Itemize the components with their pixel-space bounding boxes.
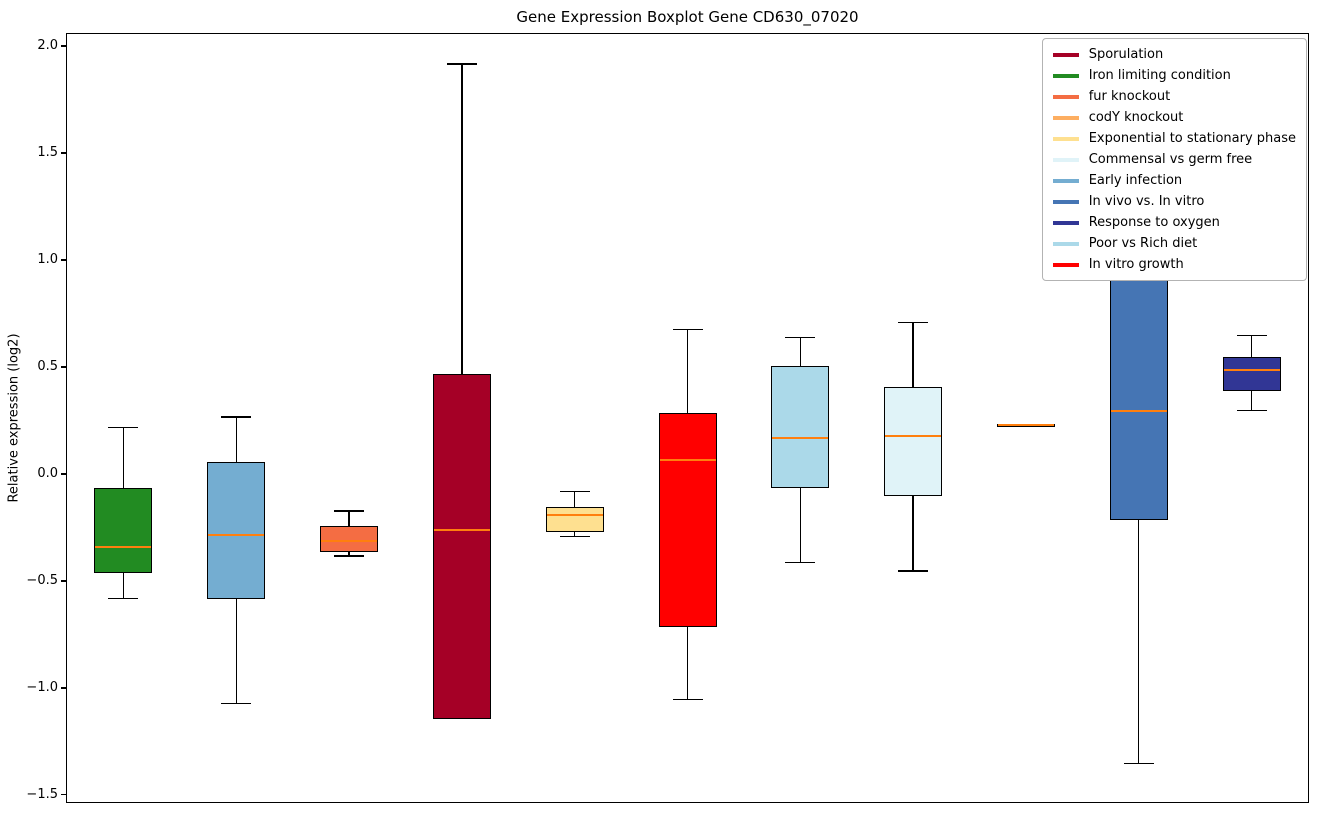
- legend-label: Early infection: [1088, 173, 1183, 188]
- whisker-cap: [672, 698, 703, 700]
- legend-swatch: [1052, 73, 1079, 78]
- box: [207, 461, 266, 599]
- y-tick-mark: [61, 794, 66, 796]
- y-tick-mark: [61, 473, 66, 475]
- box: [771, 365, 830, 488]
- whisker-cap: [221, 702, 252, 705]
- legend-item: fur knockout: [1052, 88, 1296, 105]
- y-tick-label: 0.5: [37, 358, 58, 374]
- whisker-cap: [1236, 334, 1267, 337]
- legend-item: Poor vs Rich diet: [1052, 235, 1296, 252]
- legend-label: codY knockout: [1088, 110, 1184, 125]
- whisker-cap: [446, 63, 477, 65]
- y-tick-mark: [61, 580, 66, 582]
- y-tick-label: 1.5: [37, 144, 58, 160]
- median-line: [95, 546, 152, 549]
- median-line: [659, 458, 716, 461]
- legend-swatch: [1052, 52, 1079, 57]
- whisker-cap: [559, 536, 590, 538]
- median-line: [1223, 368, 1280, 371]
- whisker-cap: [334, 555, 365, 557]
- legend-label: Poor vs Rich diet: [1088, 236, 1198, 251]
- whisker-cap: [785, 337, 816, 339]
- whisker-cap: [1236, 409, 1267, 412]
- whisker-cap: [108, 426, 139, 429]
- whisker-cap: [1123, 762, 1154, 765]
- box: [884, 386, 943, 497]
- whisker-cap: [672, 328, 703, 330]
- y-tick-label: 0.0: [37, 465, 58, 481]
- whisker-cap: [334, 510, 365, 512]
- median-line: [546, 514, 603, 517]
- legend-swatch: [1052, 241, 1079, 246]
- y-tick-label: 2.0: [37, 37, 58, 53]
- legend-label: fur knockout: [1088, 89, 1171, 104]
- y-tick-mark: [61, 366, 66, 368]
- legend: Sporulation Iron limiting condition fur kn…: [1041, 38, 1307, 281]
- legend-item: In vitro growth: [1052, 256, 1296, 273]
- box: [94, 487, 153, 574]
- whisker-cap: [221, 416, 252, 418]
- y-tick-label: −0.5: [26, 572, 58, 588]
- legend-swatch: [1052, 199, 1079, 204]
- legend-label: Sporulation: [1088, 47, 1164, 62]
- legend-item: Early infection: [1052, 172, 1296, 189]
- legend-label: Response to oxygen: [1088, 215, 1220, 230]
- median-line: [321, 540, 378, 542]
- legend-item: Sporulation: [1052, 46, 1296, 63]
- legend-swatch: [1052, 157, 1079, 162]
- box: [1109, 277, 1168, 520]
- whisker-cap: [898, 570, 929, 572]
- y-tick-mark: [61, 259, 66, 261]
- y-tick-label: −1.0: [26, 679, 58, 695]
- legend-item: Iron limiting condition: [1052, 67, 1296, 84]
- median-line: [208, 533, 265, 536]
- chart-title: Gene Expression Boxplot Gene CD630_07020: [516, 8, 859, 26]
- legend-item: Exponential to stationary phase: [1052, 130, 1296, 147]
- legend-swatch: [1052, 136, 1079, 141]
- y-tick-mark: [61, 687, 66, 689]
- box: [432, 374, 491, 719]
- legend-item: codY knockout: [1052, 109, 1296, 126]
- legend-swatch: [1052, 220, 1079, 225]
- legend-label: Commensal vs germ free: [1088, 152, 1253, 167]
- whisker-cap: [559, 491, 590, 493]
- y-tick-mark: [61, 45, 66, 47]
- legend-item: In vivo vs. In vitro: [1052, 193, 1296, 210]
- legend-item: Commensal vs germ free: [1052, 151, 1296, 168]
- box: [658, 412, 717, 627]
- y-tick-label: 1.0: [37, 251, 58, 267]
- median-line: [885, 435, 942, 438]
- legend-swatch: [1052, 178, 1079, 183]
- whisker-cap: [898, 322, 929, 324]
- median-line: [1110, 409, 1167, 412]
- box: [545, 506, 604, 533]
- median-line: [997, 424, 1054, 427]
- box: [320, 526, 379, 552]
- legend-label: Iron limiting condition: [1088, 68, 1231, 83]
- y-tick-label: −1.5: [26, 786, 58, 802]
- median-line: [772, 437, 829, 440]
- whisker-cap: [785, 561, 816, 564]
- legend-label: In vivo vs. In vitro: [1088, 194, 1205, 209]
- legend-swatch: [1052, 262, 1079, 267]
- legend-swatch: [1052, 115, 1079, 120]
- y-tick-mark: [61, 152, 66, 154]
- legend-swatch: [1052, 94, 1079, 99]
- legend-item: Response to oxygen: [1052, 214, 1296, 231]
- box: [1222, 357, 1281, 392]
- legend-label: In vitro growth: [1088, 257, 1184, 272]
- median-line: [433, 529, 490, 532]
- whisker-cap: [108, 598, 139, 600]
- legend-label: Exponential to stationary phase: [1088, 131, 1296, 146]
- whisker-line: [1138, 277, 1140, 764]
